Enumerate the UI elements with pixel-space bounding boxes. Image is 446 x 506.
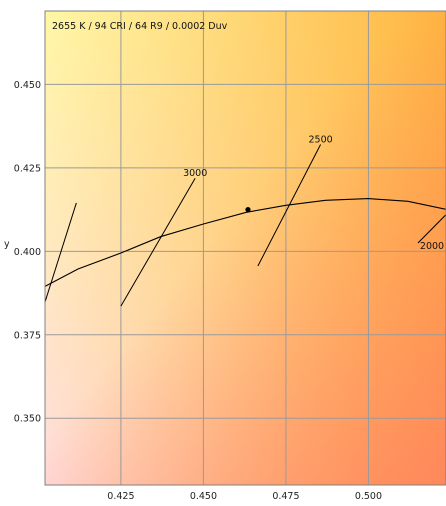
axes: 0.425 0.450 0.475 0.500 0.450 0.425 0.400 0.375… [14, 10, 446, 502]
x-tick-label: 0.475 [272, 491, 299, 502]
isotherm-label: 2000 [420, 241, 444, 252]
isotherm-labels: 3000 2500 2000 [183, 135, 444, 252]
y-tick-label: 0.425 [14, 163, 41, 174]
chart-title: 2655 K / 94 CRI / 64 R9 / 0.0002 Duv [52, 21, 228, 32]
plot-background-warm-overlay [45, 11, 446, 485]
plot-background [45, 11, 446, 485]
isotherm-line [120, 177, 196, 307]
plot-frame [44, 10, 446, 486]
x-tick-label: 0.425 [107, 491, 134, 502]
y-tick-label: 0.350 [14, 414, 41, 425]
isotherm-label: 3000 [183, 168, 207, 179]
series-layer [45, 144, 446, 307]
y-tick-label: 0.450 [14, 80, 41, 91]
isotherm-line [417, 214, 446, 244]
x-tick-label: 0.500 [355, 491, 382, 502]
y-tick-label: 0.375 [14, 330, 41, 341]
isotherm-line [45, 202, 77, 303]
isotherm-label: 2500 [308, 135, 332, 146]
planckian-locus-line [45, 198, 446, 287]
y-axis-label: y [4, 239, 10, 250]
isotherm-line [257, 144, 322, 267]
x-tick-label: 0.450 [190, 491, 217, 502]
grid [45, 11, 446, 485]
measurement-point [245, 207, 251, 213]
y-tick-label: 0.400 [14, 247, 41, 258]
